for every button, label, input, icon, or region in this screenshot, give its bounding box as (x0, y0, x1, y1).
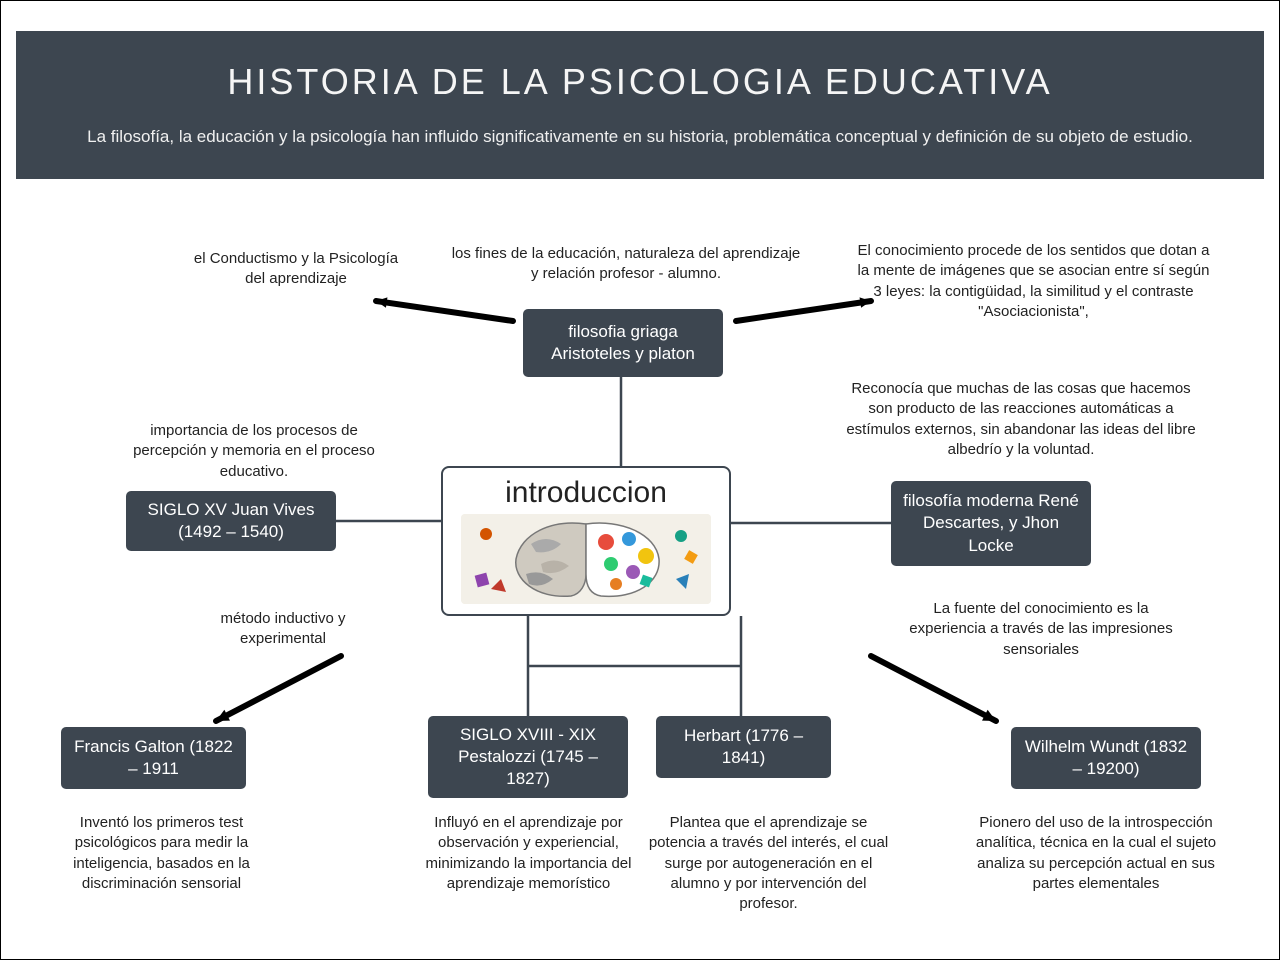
caption-galton: Inventó los primeros test psicológicos p… (49, 813, 274, 894)
node-pestalozzi: SIGLO XVIII - XIX Pestalozzi (1745 – 182… (428, 716, 628, 798)
caption-metodo-inductivo: método inductivo y experimental (193, 609, 373, 650)
node-galton: Francis Galton (1822 – 1911 (61, 727, 246, 789)
center-node-introduccion: introduccion (441, 466, 731, 616)
diagram-canvas: introduccion (1, 1, 1280, 961)
caption-conductismo: el Conductismo y la Psicología del apren… (186, 249, 406, 290)
caption-asociacionista: El conocimiento procede de los sentidos … (856, 241, 1211, 322)
caption-filosofia-griega: los fines de la educación, naturaleza de… (451, 244, 801, 285)
caption-juan-vives: importancia de los procesos de percepció… (119, 421, 389, 482)
center-node-title: introduccion (451, 476, 721, 510)
caption-fuente-conocimiento: La fuente del conocimiento es la experie… (901, 599, 1181, 660)
caption-pestalozzi: Influyó en el aprendizaje por observació… (401, 813, 656, 894)
node-herbart: Herbart (1776 – 1841) (656, 716, 831, 778)
brain-illustration (461, 514, 711, 604)
node-filosofia-griega: filosofia griaga Aristoteles y platon (523, 309, 723, 377)
node-filosofia-moderna: filosofía moderna René Descartes, y Jhon… (891, 481, 1091, 566)
node-wundt: Wilhelm Wundt (1832 – 19200) (1011, 727, 1201, 789)
caption-filosofia-moderna: Reconocía que muchas de las cosas que ha… (846, 379, 1196, 460)
node-juan-vives: SIGLO XV Juan Vives (1492 – 1540) (126, 491, 336, 551)
caption-herbart: Plantea que el aprendizaje se potencia a… (641, 813, 896, 914)
caption-wundt: Pionero del uso de la introspección anal… (956, 813, 1236, 894)
